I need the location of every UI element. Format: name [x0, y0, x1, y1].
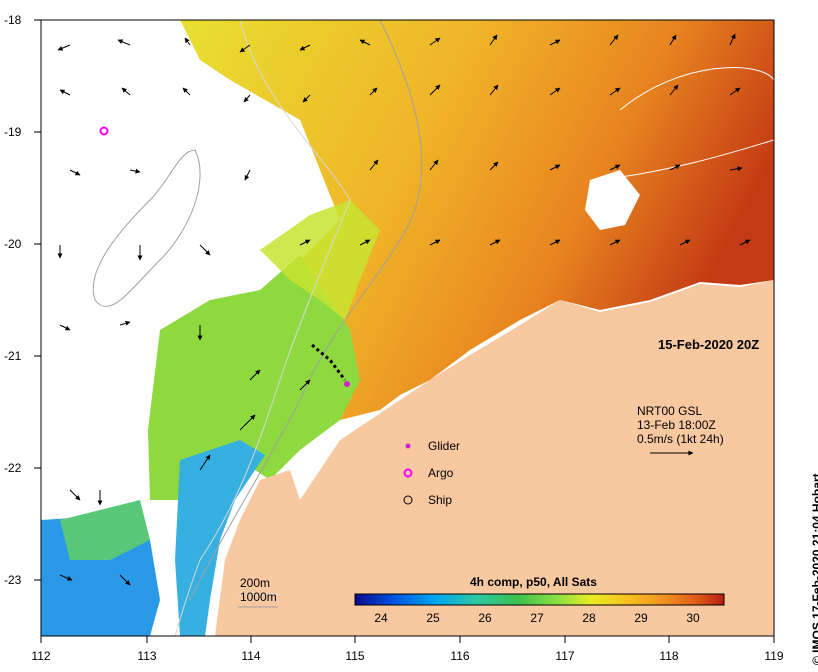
x-tick-label: 114 [241, 649, 261, 663]
y-tick-label: -21 [4, 349, 22, 363]
tick-marks [34, 19, 775, 643]
x-tick-label: 112 [31, 649, 51, 663]
colorbar-tick: 28 [582, 611, 596, 625]
plot-frame [40, 19, 775, 637]
colorbar-tick: 30 [686, 611, 700, 625]
x-tick-label: 113 [137, 649, 157, 663]
y-tick-label: -23 [4, 573, 22, 587]
contour-island [92, 149, 201, 307]
x-tick-label: 116 [450, 649, 470, 663]
colorbar-tick: 24 [374, 611, 388, 625]
sst-field-mid [260, 200, 380, 320]
credit-label: © IMOS 17-Feb-2020 21:04 Hobart [810, 473, 818, 665]
bathy-200m-label: 200m [240, 576, 271, 590]
contour-1000m [189, 20, 423, 601]
y-tick-label: -18 [4, 13, 22, 27]
land-mainland [215, 280, 774, 636]
legend-argo-label: Argo [428, 466, 454, 480]
y-tick-label: -20 [4, 237, 22, 251]
x-tick-label: 119 [764, 649, 784, 663]
colorbar-tick: 29 [634, 611, 648, 625]
glider-track [311, 343, 347, 381]
x-tick-label: 118 [659, 649, 679, 663]
bathy-1000m-label: 1000m [240, 590, 277, 604]
colorbar-tick: 26 [478, 611, 492, 625]
colorbar [354, 593, 725, 606]
sst-field-cool-west [60, 500, 150, 560]
current-vectors [57, 33, 751, 586]
cloud-gap [585, 170, 640, 230]
glider-marker [405, 443, 411, 449]
colorbar-tick: 27 [530, 611, 544, 625]
legend-ship-label: Ship [428, 493, 453, 507]
ship-marker [403, 495, 413, 505]
contour-200m [174, 20, 351, 636]
y-tick-label: -22 [4, 461, 22, 475]
glider-position [344, 381, 350, 387]
sst-field-cool [148, 255, 360, 500]
sst-field-cold [175, 440, 265, 636]
cloud-gap [41, 20, 320, 520]
legend-glider-label: Glider [428, 439, 461, 453]
vector-scale: 0.5m/s (1kt 24h) [637, 432, 724, 446]
x-tick-label: 117 [555, 649, 575, 663]
date-label: 15-Feb-2020 20Z [658, 337, 760, 352]
argo-marker [403, 468, 413, 478]
vector-time: 13-Feb 18:00Z [637, 418, 716, 432]
argo-float [99, 126, 109, 136]
colorbar-tick: 25 [426, 611, 440, 625]
y-tick-label: -19 [4, 125, 22, 139]
x-tick-label: 115 [345, 649, 365, 663]
vector-title: NRT00 GSL [637, 404, 703, 418]
colorbar-title: 4h comp, p50, All Sats [470, 575, 597, 589]
contour-ne [599, 67, 774, 181]
